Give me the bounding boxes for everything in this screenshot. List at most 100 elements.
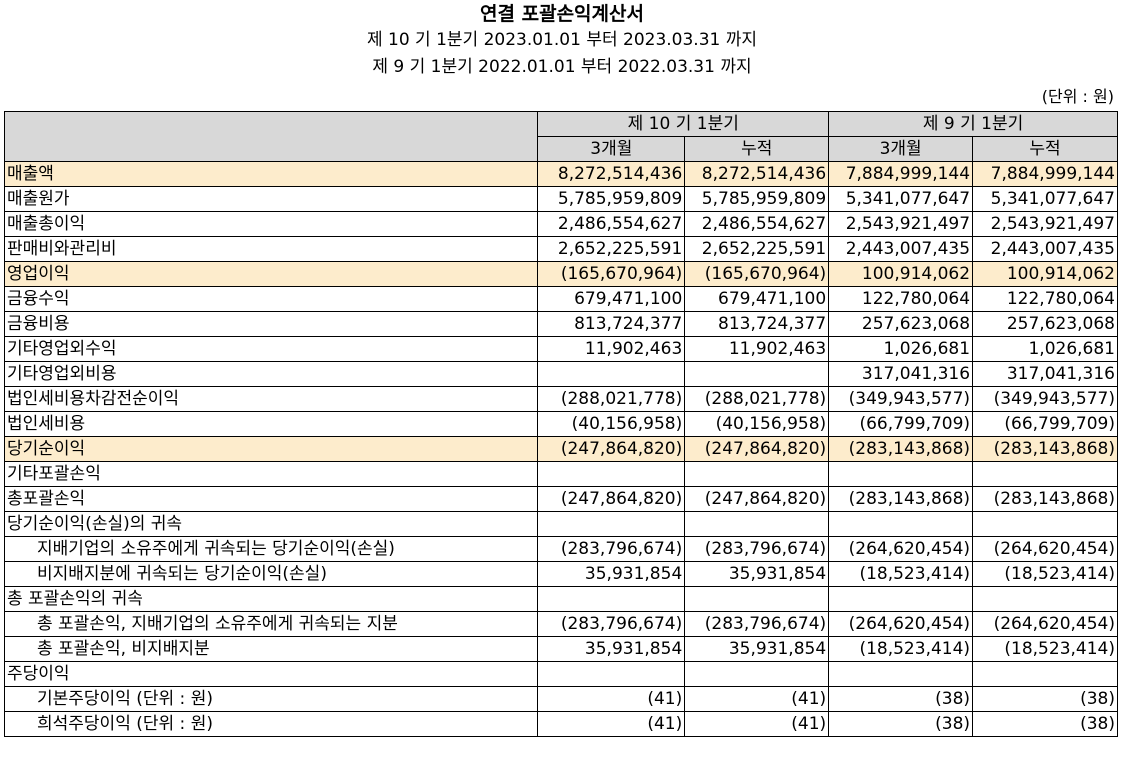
table-row: 법인세비용 (40,156,958) (40,156,958) (66,799,709… — [3, 411, 1118, 437]
row-label: 매출액 — [3, 161, 539, 187]
value-cell — [828, 511, 974, 537]
value-cell: (66,799,709) — [828, 411, 974, 437]
table-row: 지배기업의 소유주에게 귀속되는 당기순이익(손실) (283,796,674) (… — [3, 536, 1118, 562]
value-cell — [828, 461, 974, 487]
value-cell: 813,724,377 — [537, 311, 686, 337]
row-label: 당기순이익(손실)의 귀속 — [3, 511, 539, 537]
value-cell — [684, 586, 830, 612]
table-row: 매출액 8,272,514,436 8,272,514,436 7,884,999,1… — [3, 161, 1118, 187]
value-cell: (283,143,868) — [828, 486, 974, 512]
value-cell: 2,443,007,435 — [972, 236, 1118, 262]
value-cell — [537, 461, 686, 487]
value-cell: 8,272,514,436 — [684, 161, 830, 187]
sub-header-cell: 3개월 — [828, 136, 974, 162]
value-cell: (283,143,868) — [972, 486, 1118, 512]
value-cell: (283,796,674) — [537, 611, 686, 637]
value-cell: 257,623,068 — [972, 311, 1118, 337]
value-cell: (283,143,868) — [828, 436, 974, 462]
group-header-row: 제 10 기 1분기 제 9 기 1분기 — [3, 111, 1118, 162]
table-row: 총 포괄손익의 귀속 — [3, 586, 1118, 612]
value-cell: 2,443,007,435 — [828, 236, 974, 262]
value-cell: (38) — [828, 686, 974, 712]
value-cell: 35,931,854 — [684, 561, 830, 587]
value-cell: 122,780,064 — [972, 286, 1118, 312]
value-cell: 2,543,921,497 — [828, 211, 974, 237]
value-cell: 257,623,068 — [828, 311, 974, 337]
table-row: 판매비와관리비 2,652,225,591 2,652,225,591 2,443,0… — [3, 236, 1118, 262]
value-cell: 2,486,554,627 — [684, 211, 830, 237]
value-cell: 5,341,077,647 — [828, 186, 974, 212]
value-cell: (288,021,778) — [684, 386, 830, 412]
value-cell: (247,864,820) — [684, 486, 830, 512]
value-cell: (38) — [972, 711, 1118, 737]
row-label: 법인세비용차감전순이익 — [3, 386, 539, 412]
row-label: 기타영업외수익 — [3, 336, 539, 362]
value-cell: 122,780,064 — [828, 286, 974, 312]
row-label: 비지배지분에 귀속되는 당기순이익(손실) — [3, 561, 539, 587]
table-row: 당기순이익(손실)의 귀속 — [3, 511, 1118, 537]
value-cell: 1,026,681 — [828, 336, 974, 362]
period-prior: 제 9 기 1분기 2022.01.01 부터 2022.03.31 까지 — [372, 57, 752, 77]
table-row: 당기순이익 (247,864,820) (247,864,820) (283,143,… — [3, 436, 1118, 462]
row-label: 지배기업의 소유주에게 귀속되는 당기순이익(손실) — [3, 536, 539, 562]
value-cell: (264,620,454) — [972, 536, 1118, 562]
row-label: 희석주당이익 (단위 : 원) — [3, 711, 539, 737]
value-cell — [684, 511, 830, 537]
label-header-cell — [3, 111, 539, 162]
row-label: 금융비용 — [3, 311, 539, 337]
value-cell: (247,864,820) — [537, 436, 686, 462]
row-label: 총 포괄손익, 비지배지분 — [3, 636, 539, 662]
table-row: 주당이익 — [3, 661, 1118, 687]
value-cell: 7,884,999,144 — [972, 161, 1118, 187]
value-cell: 679,471,100 — [684, 286, 830, 312]
value-cell: 679,471,100 — [537, 286, 686, 312]
table-row: 희석주당이익 (단위 : 원) (41) (41) (38) (38) — [3, 711, 1118, 737]
table-row: 기타영업외수익 11,902,463 11,902,463 1,026,681 1,02… — [3, 336, 1118, 362]
group-header-prior: 제 9 기 1분기 — [828, 111, 1118, 137]
row-label: 금융수익 — [3, 286, 539, 312]
value-cell — [537, 511, 686, 537]
value-cell: (18,523,414) — [828, 636, 974, 662]
row-label: 매출원가 — [3, 186, 539, 212]
value-cell: (38) — [828, 711, 974, 737]
value-cell: (349,943,577) — [828, 386, 974, 412]
value-cell — [972, 511, 1118, 537]
value-cell: 813,724,377 — [684, 311, 830, 337]
value-cell — [972, 661, 1118, 687]
value-cell: (18,523,414) — [972, 561, 1118, 587]
value-cell: 1,026,681 — [972, 336, 1118, 362]
sub-header-cell: 누적 — [684, 136, 830, 162]
value-cell: (264,620,454) — [828, 611, 974, 637]
value-cell: (41) — [684, 686, 830, 712]
table-row: 기타포괄손익 — [3, 461, 1118, 487]
value-cell: 35,931,854 — [537, 636, 686, 662]
row-label: 주당이익 — [3, 661, 539, 687]
value-cell: 5,341,077,647 — [972, 186, 1118, 212]
table-row: 총 포괄손익, 지배기업의 소유주에게 귀속되는 지분 (283,796,674)… — [3, 611, 1118, 637]
value-cell: (38) — [972, 686, 1118, 712]
value-cell: (283,143,868) — [972, 436, 1118, 462]
table-row: 매출원가 5,785,959,809 5,785,959,809 5,341,077,… — [3, 186, 1118, 212]
value-cell — [828, 586, 974, 612]
value-cell: (264,620,454) — [972, 611, 1118, 637]
row-label: 기타포괄손익 — [3, 461, 539, 487]
table-row: 영업이익 (165,670,964) (165,670,964) 100,914,06… — [3, 261, 1118, 287]
value-cell: (288,021,778) — [537, 386, 686, 412]
row-label: 총 포괄손익, 지배기업의 소유주에게 귀속되는 지분 — [3, 611, 539, 637]
value-cell — [828, 661, 974, 687]
value-cell — [684, 461, 830, 487]
row-label: 영업이익 — [3, 261, 539, 287]
value-cell: (165,670,964) — [684, 261, 830, 287]
value-cell: (283,796,674) — [684, 611, 830, 637]
value-cell: (247,864,820) — [684, 436, 830, 462]
table-row: 금융비용 813,724,377 813,724,377 257,623,068 257… — [3, 311, 1118, 337]
value-cell: 5,785,959,809 — [537, 186, 686, 212]
value-cell: (41) — [537, 711, 686, 737]
value-cell: (283,796,674) — [537, 536, 686, 562]
value-cell: (41) — [537, 686, 686, 712]
row-label: 판매비와관리비 — [3, 236, 539, 262]
value-cell — [537, 361, 686, 387]
table-row: 비지배지분에 귀속되는 당기순이익(손실) 35,931,854 35,931,85… — [3, 561, 1118, 587]
period-current: 제 10 기 1분기 2023.01.01 부터 2023.03.31 까지 — [366, 30, 758, 50]
value-cell: 2,652,225,591 — [684, 236, 830, 262]
